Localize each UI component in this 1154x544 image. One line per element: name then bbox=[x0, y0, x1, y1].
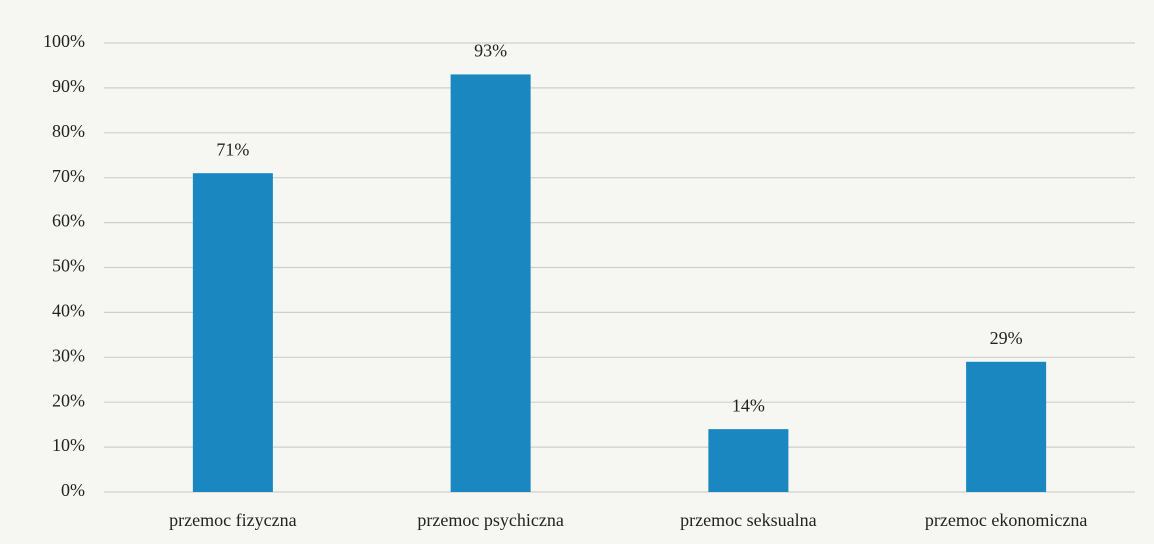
x-tick-label: przemoc ekonomiczna bbox=[925, 510, 1087, 530]
y-tick-label: 100% bbox=[43, 31, 85, 51]
y-tick-label: 0% bbox=[61, 480, 85, 500]
bar bbox=[450, 74, 531, 493]
bar bbox=[966, 361, 1047, 492]
data-label: 29% bbox=[990, 328, 1023, 348]
x-tick-label: przemoc seksualna bbox=[680, 510, 816, 530]
y-tick-label: 50% bbox=[52, 256, 85, 276]
x-tick-label: przemoc fizyczna bbox=[169, 510, 296, 530]
y-tick-label: 60% bbox=[52, 211, 85, 231]
y-tick-label: 70% bbox=[52, 166, 85, 186]
y-tick-label: 30% bbox=[52, 345, 85, 365]
y-tick-label: 10% bbox=[52, 435, 85, 455]
data-label: 14% bbox=[732, 395, 765, 415]
y-tick-label: 20% bbox=[52, 390, 85, 410]
bar bbox=[708, 429, 789, 492]
y-tick-label: 40% bbox=[52, 301, 85, 321]
bar bbox=[192, 173, 273, 492]
x-tick-label: przemoc psychiczna bbox=[417, 510, 563, 530]
data-label: 71% bbox=[216, 139, 249, 159]
y-tick-label: 90% bbox=[52, 76, 85, 96]
y-tick-label: 80% bbox=[52, 121, 85, 141]
data-label: 93% bbox=[474, 41, 507, 61]
